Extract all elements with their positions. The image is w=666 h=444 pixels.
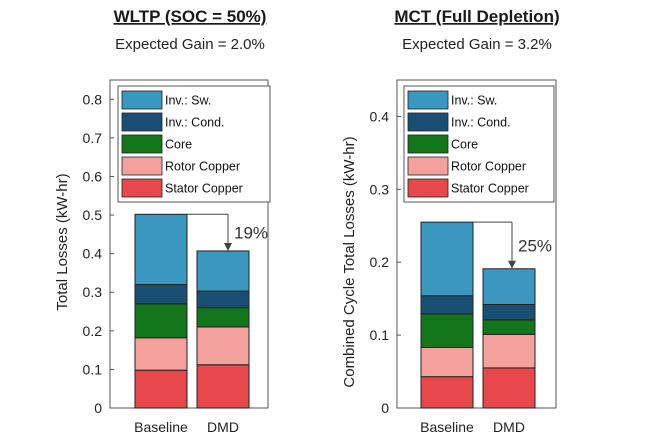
legend-entry-inv-cond: Inv.: Cond. (451, 116, 511, 130)
legend-swatch-core (121, 134, 163, 154)
x-tick-label: Baseline (420, 419, 474, 435)
legend-entry-core: Core (451, 138, 478, 152)
y-tick-label: 0.5 (83, 207, 103, 223)
plot-frame (396, 79, 557, 409)
legend-swatch-stator-copper (121, 178, 163, 198)
y-tick-label: 0.1 (370, 327, 390, 343)
chart-subtitle: Expected Gain = 3.2% (402, 36, 552, 53)
bar-stator-copper-dmd (196, 364, 250, 409)
legend-entry-inv-cond: Inv.: Cond. (165, 116, 225, 130)
legend-entry-rotor-copper: Rotor Copper (165, 160, 240, 174)
bar-core-dmd (196, 307, 250, 328)
bar-stator-copper-baseline (420, 376, 474, 409)
legend-swatch-inv-cond (407, 112, 449, 132)
annotation-arrow-icon (224, 242, 232, 251)
legend-entry-inv-sw: Inv.: Sw. (165, 94, 211, 108)
bar-core-baseline (134, 303, 188, 339)
y-tick-label: 0.1 (83, 361, 103, 377)
y-tick-label: 0.2 (83, 323, 103, 339)
y-tick-label: 0.8 (83, 91, 103, 107)
bar-inv-sw-dmd (482, 268, 536, 305)
bar-rotor-copper-dmd (196, 326, 250, 366)
bar-inv-cond-baseline (420, 295, 474, 315)
y-axis-label: Total Losses (kW-hr) (54, 173, 71, 310)
y-tick-label: 0.4 (370, 108, 390, 124)
y-axis-label: Combined Cycle Total Losses (kW-hr) (341, 136, 358, 387)
bar-stator-copper-dmd (482, 367, 536, 409)
bar-inv-sw-baseline (134, 213, 188, 286)
annotation-label: 25% (518, 236, 552, 255)
y-tick-label: 0.3 (83, 284, 103, 300)
x-tick-label: DMD (207, 419, 239, 435)
chart-title: MCT (Full Depletion) (394, 7, 559, 26)
chart-subtitle: Expected Gain = 2.0% (115, 36, 265, 53)
plot-frame (109, 79, 269, 409)
y-tick-label: 0 (381, 400, 389, 416)
bar-inv-cond-dmd (482, 303, 536, 321)
x-tick-label: Baseline (134, 419, 188, 435)
mct-chart: MCT (Full Depletion) Expected Gain = 3.2%… (341, 7, 560, 435)
legend-entry-rotor-copper: Rotor Copper (451, 160, 526, 174)
bar-inv-cond-dmd (196, 290, 250, 309)
y-tick-label: 0.6 (83, 168, 103, 184)
y-tick-label: 0.4 (83, 246, 103, 262)
wltp-chart: WLTP (SOC = 50%) Expected Gain = 2.0% 0 0.1… (54, 7, 271, 435)
legend-swatch-stator-copper (407, 178, 449, 198)
legend-entry-stator-copper: Stator Copper (451, 182, 529, 196)
bar-rotor-copper-baseline (420, 347, 474, 378)
y-tick-label: 0.7 (83, 130, 103, 146)
chart-title: WLTP (SOC = 50%) (114, 7, 267, 26)
annotation-arrow-icon (508, 260, 516, 269)
bar-inv-sw-baseline (420, 221, 474, 297)
legend-swatch-inv-sw (121, 90, 163, 110)
legend-entry-core: Core (165, 138, 192, 152)
bar-stator-copper-baseline (134, 369, 188, 409)
x-tick-label: DMD (493, 419, 525, 435)
legend-swatch-rotor-copper (121, 156, 163, 176)
y-tick-label: 0 (94, 400, 102, 416)
bar-core-dmd (482, 319, 536, 335)
y-tick-label: 0.3 (370, 181, 390, 197)
legend-swatch-inv-cond (121, 112, 163, 132)
bar-inv-cond-baseline (134, 284, 188, 305)
annotation-label: 19% (234, 224, 268, 243)
legend-swatch-core (407, 134, 449, 154)
bar-rotor-copper-dmd (482, 333, 536, 369)
bar-rotor-copper-baseline (134, 337, 188, 371)
legend-entry-inv-sw: Inv.: Sw. (451, 94, 497, 108)
legend-swatch-inv-sw (407, 90, 449, 110)
legend-swatch-rotor-copper (407, 156, 449, 176)
bar-inv-sw-dmd (196, 250, 250, 292)
legend-entry-stator-copper: Stator Copper (165, 182, 243, 196)
y-tick-label: 0.2 (370, 254, 390, 270)
bar-core-baseline (420, 313, 474, 349)
